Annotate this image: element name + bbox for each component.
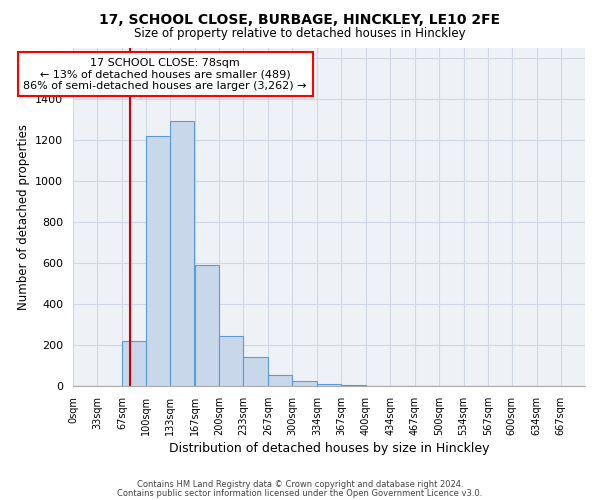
Text: 17 SCHOOL CLOSE: 78sqm
← 13% of detached houses are smaller (489)
86% of semi-de: 17 SCHOOL CLOSE: 78sqm ← 13% of detached… bbox=[23, 58, 307, 91]
Bar bbox=[195, 265, 220, 386]
Bar bbox=[341, 385, 365, 386]
Bar bbox=[146, 136, 170, 386]
Text: Size of property relative to detached houses in Hinckley: Size of property relative to detached ho… bbox=[134, 28, 466, 40]
Text: 17, SCHOOL CLOSE, BURBAGE, HINCKLEY, LE10 2FE: 17, SCHOOL CLOSE, BURBAGE, HINCKLEY, LE1… bbox=[100, 12, 500, 26]
X-axis label: Distribution of detached houses by size in Hinckley: Distribution of detached houses by size … bbox=[169, 442, 489, 455]
Bar bbox=[317, 384, 341, 386]
Bar bbox=[170, 122, 194, 386]
Bar bbox=[244, 357, 268, 386]
Bar bbox=[292, 381, 317, 386]
Y-axis label: Number of detached properties: Number of detached properties bbox=[17, 124, 29, 310]
Bar bbox=[268, 374, 292, 386]
Text: Contains public sector information licensed under the Open Government Licence v3: Contains public sector information licen… bbox=[118, 488, 482, 498]
Text: Contains HM Land Registry data © Crown copyright and database right 2024.: Contains HM Land Registry data © Crown c… bbox=[137, 480, 463, 489]
Bar bbox=[122, 341, 146, 386]
Bar bbox=[220, 336, 244, 386]
